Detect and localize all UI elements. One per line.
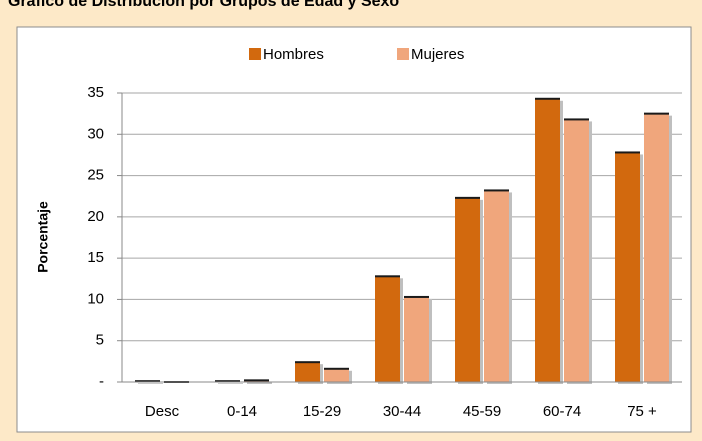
legend-label: Mujeres	[411, 46, 464, 63]
bar	[644, 113, 669, 383]
y-tick-label: 25	[87, 167, 104, 184]
bar-cap	[564, 118, 589, 121]
bar	[324, 368, 349, 382]
legend-swatch	[249, 48, 261, 60]
x-tick-label: Desc	[145, 403, 180, 420]
y-tick-label: 5	[96, 332, 104, 349]
bar-cap	[215, 380, 240, 383]
bar-shadow	[218, 383, 243, 384]
bar-cap	[644, 112, 669, 115]
y-tick-label: 20	[87, 208, 104, 225]
bar	[564, 119, 589, 383]
bar-cap	[135, 380, 160, 383]
bar-cap	[535, 97, 560, 100]
y-tick-label: 10	[87, 290, 104, 307]
legend-label: Hombres	[263, 46, 324, 63]
bar	[455, 197, 480, 382]
bar-cap	[324, 367, 349, 370]
x-tick-label: 0-14	[227, 403, 257, 420]
legend-swatch	[397, 48, 409, 60]
bar	[535, 98, 560, 382]
bar-shadow	[138, 383, 163, 384]
y-tick-label: 30	[87, 125, 104, 142]
y-axis-label: Porcentaje	[35, 201, 51, 273]
bar-cap	[455, 196, 480, 199]
bar	[375, 276, 400, 382]
bar-cap	[404, 295, 429, 298]
bar-cap	[244, 379, 269, 382]
bar-cap	[375, 275, 400, 278]
y-tick-label: 35	[87, 84, 104, 101]
bar-cap	[484, 189, 509, 192]
bar	[404, 296, 429, 382]
x-tick-label: 45-59	[463, 403, 501, 420]
bar	[615, 152, 640, 382]
bar	[295, 362, 320, 382]
x-tick-label: 75 +	[627, 403, 657, 420]
x-tick-label: 15-29	[303, 403, 341, 420]
y-tick-label: 15	[87, 249, 104, 266]
x-tick-label: 30-44	[383, 403, 421, 420]
bar-cap	[615, 151, 640, 154]
x-tick-label: 60-74	[543, 403, 581, 420]
chart-title: Gráfico de Distribución por Grupos de Ed…	[8, 0, 399, 10]
bar	[484, 190, 509, 382]
y-tick-label: -	[99, 373, 104, 390]
bar-cap	[295, 361, 320, 364]
bar-shadow	[247, 382, 272, 384]
